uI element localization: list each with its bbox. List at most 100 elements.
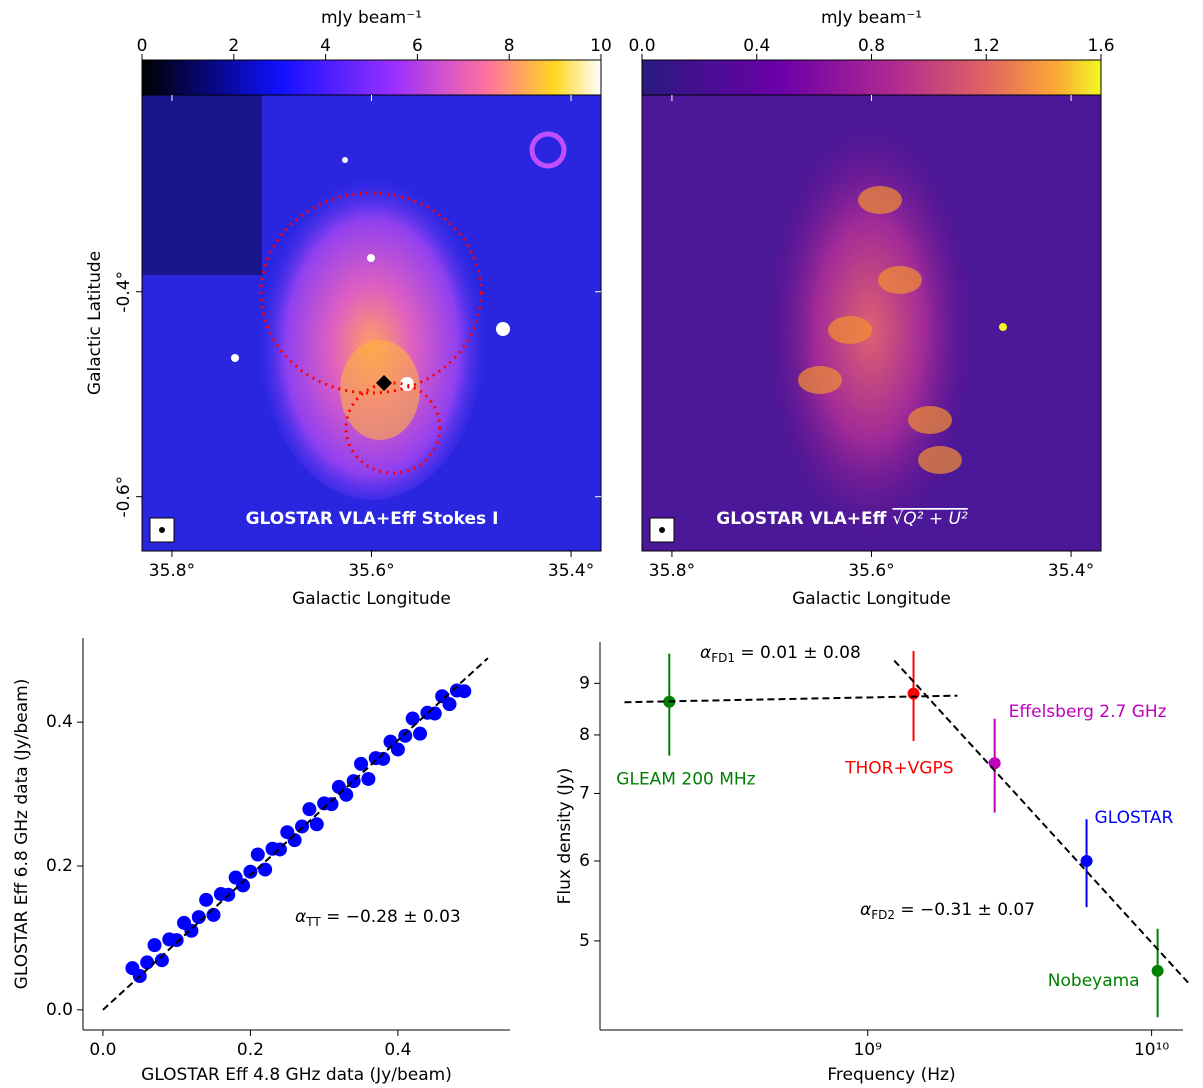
y-tick-label: 5 xyxy=(579,931,590,951)
point-source xyxy=(342,157,348,163)
text: = −0.31 ± 0.07 xyxy=(895,900,1035,920)
colorbar-tick-label: 2 xyxy=(228,36,239,56)
nebula-core xyxy=(340,340,420,440)
colorbar-tick-label: 0.4 xyxy=(743,36,770,56)
symbol: α xyxy=(860,900,871,920)
fit-line xyxy=(893,659,1191,985)
colorbar-tick-label: 10 xyxy=(590,36,612,56)
emission-knot xyxy=(918,446,962,474)
y-tick-label: 7 xyxy=(579,783,590,803)
point xyxy=(442,697,457,712)
point xyxy=(309,817,324,832)
colorbar xyxy=(141,59,602,96)
emission-knot xyxy=(858,186,902,214)
point xyxy=(390,742,405,757)
x-tick-label: 35.4° xyxy=(548,561,594,581)
x-tick-label: 35.8° xyxy=(149,561,195,581)
annotation-text: GLOSTAR VLA+Eff xyxy=(716,509,886,529)
annotation: GLOSTAR VLA+Eff √Q² + U² xyxy=(716,509,968,529)
point-label: THOR+VGPS xyxy=(844,759,953,779)
annotation: GLOSTAR VLA+Eff Stokes I xyxy=(246,509,499,529)
point xyxy=(376,751,391,766)
point xyxy=(184,923,199,938)
x-tick-label: 0.4 xyxy=(384,1040,411,1060)
annotation-text: GLOSTAR VLA+Eff Stokes I xyxy=(246,509,499,529)
annotation: αFD1 = 0.01 ± 0.08 xyxy=(700,643,861,665)
y-tick-label: -0.6° xyxy=(114,476,134,518)
colorbar-tick-label: 0.8 xyxy=(858,36,885,56)
y-tick-label: 0.4 xyxy=(46,712,73,732)
point-label: GLOSTAR xyxy=(1095,808,1174,828)
point xyxy=(405,711,420,726)
point xyxy=(398,728,413,743)
point xyxy=(361,771,376,786)
point xyxy=(191,910,206,925)
point xyxy=(236,878,251,893)
fit-line xyxy=(102,657,489,1011)
beam-box xyxy=(149,517,175,543)
marker-diamond xyxy=(376,375,392,391)
region xyxy=(344,381,442,475)
x-axis-label: Frequency (Hz) xyxy=(827,1065,955,1085)
y-tick-label: 8 xyxy=(579,725,590,745)
point-source xyxy=(999,323,1007,331)
point xyxy=(199,892,214,907)
annotation: αFD2 = −0.31 ± 0.07 xyxy=(860,900,1035,922)
y-axis-label: Galactic Latitude xyxy=(85,251,105,395)
beam xyxy=(659,527,665,533)
point-source xyxy=(231,354,239,362)
point xyxy=(457,684,472,699)
point xyxy=(1151,964,1164,977)
x-tick-label: 0.0 xyxy=(89,1040,116,1060)
subscript: FD2 xyxy=(871,908,895,922)
point xyxy=(427,706,442,721)
fit-line xyxy=(624,694,958,704)
subscript: FD1 xyxy=(711,651,735,665)
colorbar-tick-label: 4 xyxy=(320,36,331,56)
annotation: αTT = −0.28 ± 0.03 xyxy=(295,907,461,929)
x-axis-label: GLOSTAR Eff 4.8 GHz data (Jy/beam) xyxy=(141,1065,452,1085)
point-source xyxy=(496,322,510,336)
x-tick-label: 35.4° xyxy=(1048,561,1094,581)
colorbar-tick-label: 0 xyxy=(137,36,148,56)
point-source xyxy=(400,377,414,391)
y-axis-label: GLOSTAR Eff 6.8 GHz data (Jy/beam) xyxy=(12,679,32,990)
x-tick-label: 35.6° xyxy=(348,561,394,581)
y-tick-label: 0.0 xyxy=(46,1000,73,1020)
colorbar-label: mJy beam⁻¹ xyxy=(321,8,422,28)
x-tick-label: 0.2 xyxy=(237,1040,264,1060)
point-label: Effelsberg 2.7 GHz xyxy=(1009,702,1167,722)
colorbar-label: mJy beam⁻¹ xyxy=(821,8,922,28)
point xyxy=(250,847,265,862)
symbol: α xyxy=(295,907,306,927)
symbol: α xyxy=(700,643,711,663)
point-label: GLEAM 200 MHz xyxy=(616,770,755,790)
region xyxy=(259,191,483,395)
point xyxy=(354,756,369,771)
colorbar-tick-label: 1.2 xyxy=(973,36,1000,56)
point-label: Nobeyama xyxy=(1048,971,1140,991)
y-axis-label: Flux density (Jy) xyxy=(555,768,575,905)
text: = 0.01 ± 0.08 xyxy=(735,643,861,663)
beam xyxy=(159,527,165,533)
point xyxy=(147,938,162,953)
y-tick-label: 6 xyxy=(579,851,590,871)
emission-knot xyxy=(828,316,872,344)
colorbar-tick-label: 8 xyxy=(504,36,515,56)
point xyxy=(413,726,428,741)
emission-knot xyxy=(798,366,842,394)
point xyxy=(169,933,184,948)
x-tick-label: 10⁹ xyxy=(853,1040,882,1060)
colorbar-tick-label: 0.0 xyxy=(628,36,655,56)
point xyxy=(1080,855,1093,868)
point xyxy=(324,797,339,812)
colorbar xyxy=(641,59,1102,96)
colorbar-tick-label: 1.6 xyxy=(1087,36,1114,56)
colorbar-tick-label: 6 xyxy=(412,36,423,56)
emission-knot xyxy=(878,266,922,294)
image-dark-corner xyxy=(142,95,262,275)
point xyxy=(140,955,155,970)
y-tick-label: 9 xyxy=(579,673,590,693)
subscript: TT xyxy=(305,915,321,929)
